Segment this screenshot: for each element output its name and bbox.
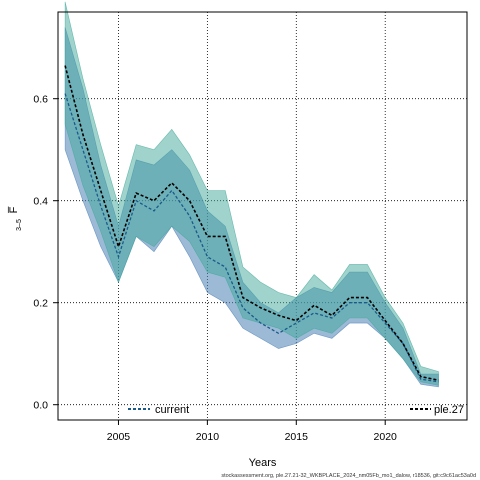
legend-label-current: current	[155, 404, 189, 416]
x-tick-label-2020: 2020	[374, 431, 398, 443]
band-ple27	[64, 1, 439, 386]
plot-frame	[57, 11, 468, 421]
legend-label-ple27: ple.27	[434, 404, 464, 416]
x-axis-title: Years	[249, 457, 277, 469]
legend-item-current: current	[128, 404, 189, 416]
y-tick-label-2: 0.4	[33, 196, 48, 208]
y-axis-title: F̅ 3–5	[8, 206, 23, 231]
axis-ticks: 2005 2010 2015 2020 0.0 0.2 0.4 0.6	[33, 94, 397, 443]
series-lines	[64, 65, 439, 383]
line-ple27	[64, 65, 439, 381]
y-axis-title-subscript: 3–5	[16, 219, 23, 231]
x-tick-label-2005: 2005	[107, 431, 131, 443]
y-axis-title-main: F̅	[8, 206, 20, 214]
x-tick-label-2010: 2010	[196, 431, 220, 443]
x-tick-label-2015: 2015	[285, 431, 309, 443]
legend-item-ple27: ple.27	[410, 404, 464, 416]
y-tick-label-1: 0.2	[33, 298, 48, 310]
line-current	[64, 93, 439, 383]
confidence-bands	[64, 1, 439, 388]
y-tick-label-0: 0.0	[33, 400, 48, 412]
y-tick-label-3: 0.6	[33, 94, 48, 106]
footnote: stockassessment.org, ple.27.21-32_WKBPLA…	[221, 473, 476, 479]
